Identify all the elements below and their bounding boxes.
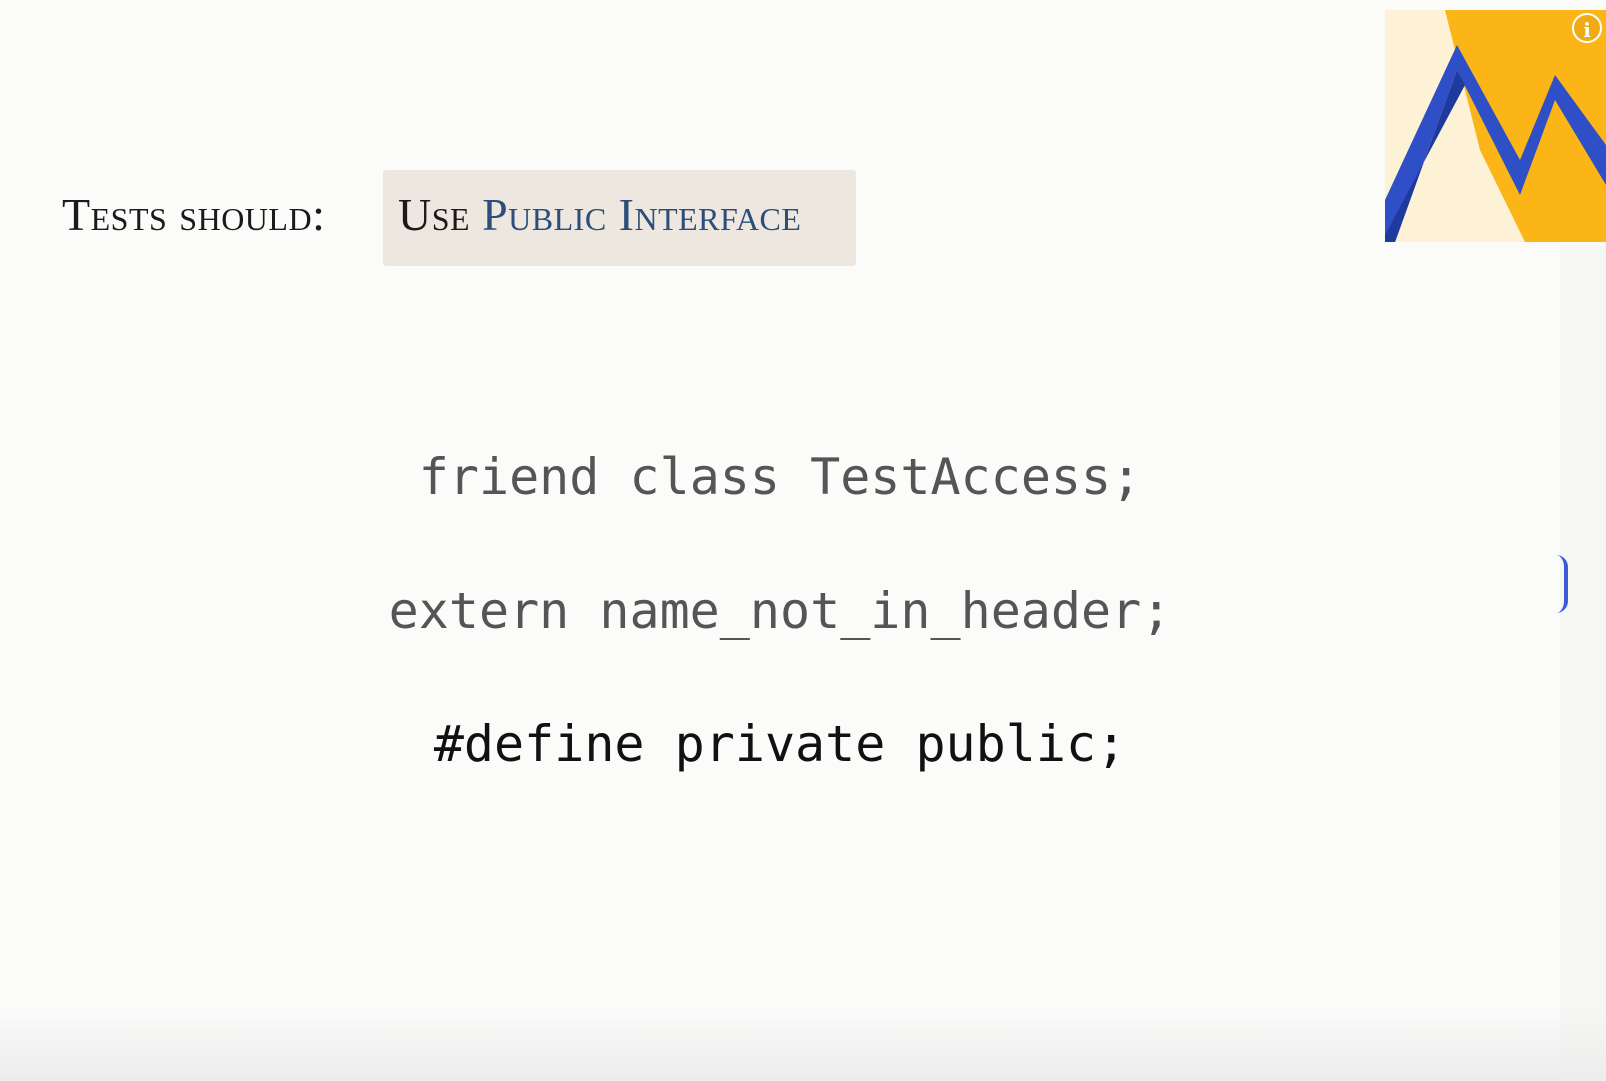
logo-blue-shadow (1385, 70, 1465, 242)
code-line-friend-class: friend class TestAccess; (418, 448, 1142, 506)
slide-heading: Tests should: (62, 189, 326, 240)
right-edge-strip (1560, 245, 1606, 1081)
highlight-public-interface: Public Interface (482, 189, 802, 240)
highlight-box (383, 170, 856, 266)
logo-graphic (1385, 10, 1606, 242)
highlight-text: Use Public Interface (398, 190, 801, 240)
bottom-shade (0, 1010, 1606, 1081)
edge-indicator (1556, 555, 1568, 613)
logo-yellow-shape (1445, 10, 1606, 242)
mountain-m-logo-icon (1385, 10, 1606, 242)
logo-blue-m (1385, 45, 1606, 242)
highlight-use-word: Use (398, 189, 471, 240)
info-icon[interactable]: i (1572, 13, 1602, 43)
code-line-extern: extern name_not_in_header; (388, 582, 1172, 640)
code-line-define: #define private public; (433, 715, 1127, 773)
